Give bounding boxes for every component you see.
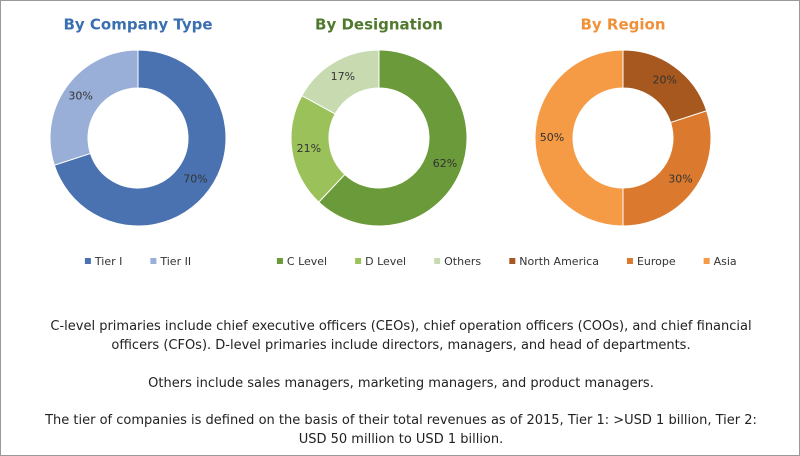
note: The tier of companies is defined on the …: [45, 413, 757, 447]
legend-label: D Level: [365, 255, 406, 268]
legend-label: Asia: [714, 255, 737, 268]
legend-swatch: [509, 258, 516, 264]
donut-slice: [301, 49, 380, 115]
donut-slice: [534, 49, 624, 227]
data-label: 30%: [668, 173, 692, 186]
data-label: 21%: [297, 142, 321, 155]
legend-label: North America: [519, 255, 599, 268]
charts: By Company Type 70% 30% Tier I Tier II By Des…: [49, 16, 737, 268]
chart-title: By Region: [580, 16, 665, 34]
note: Others include sales managers, marketing…: [148, 376, 654, 391]
note: C-level primaries include chief executiv…: [50, 319, 752, 353]
data-label: 70%: [183, 173, 207, 186]
donut-slice: [49, 49, 139, 166]
donut-slice: [622, 110, 712, 227]
data-label: 20%: [653, 74, 677, 87]
legend-swatch: [703, 258, 710, 264]
data-label: 62%: [433, 157, 457, 170]
legend-swatch: [276, 258, 283, 264]
legend-swatch: [434, 258, 441, 264]
legend-label: Tier II: [159, 255, 191, 268]
legend-swatch: [150, 258, 157, 264]
chart-title: By Designation: [315, 16, 443, 34]
data-label: 30%: [68, 89, 92, 102]
legend-label: C Level: [287, 255, 327, 268]
donut-slice: [53, 49, 227, 227]
chart-title: By Company Type: [63, 16, 212, 34]
legend-label: Tier I: [94, 255, 122, 268]
data-label: 50%: [540, 131, 564, 144]
legend-label: Others: [444, 255, 481, 268]
legend-label: Europe: [637, 255, 676, 268]
data-label: 17%: [331, 70, 355, 83]
donut-slice: [318, 49, 468, 227]
legend-swatch: [355, 258, 362, 264]
legend-swatch: [84, 258, 91, 264]
legend-swatch: [626, 258, 633, 264]
